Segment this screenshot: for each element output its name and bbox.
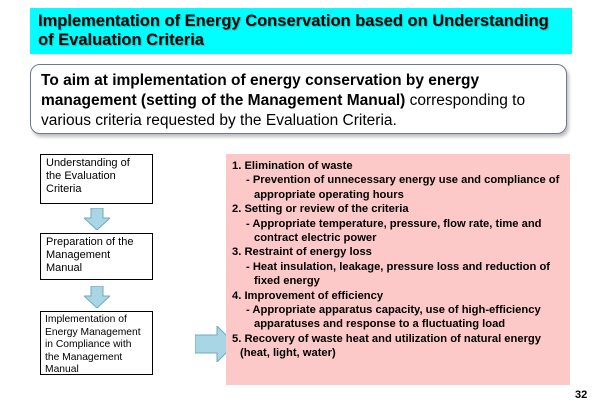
criteria-subitem: - Appropriate apparatus capacity, use of…	[246, 304, 541, 331]
aim-statement-bold: To aim at implementation of energy conse…	[41, 72, 480, 109]
criteria-list: 1. Elimination of waste - Prevention of …	[226, 154, 570, 385]
criteria-subitem: - Prevention of unnecessary energy use a…	[246, 174, 560, 201]
page-number: 32	[575, 389, 588, 401]
flow-step-understanding: Understanding of the Evaluation Criteria	[40, 154, 153, 204]
down-arrow-icon	[84, 208, 110, 230]
down-arrow-icon	[84, 286, 110, 308]
criteria-item: 4. Improvement of efficiency	[232, 289, 384, 302]
criteria-item: 3. Restraint of energy loss	[232, 246, 372, 259]
criteria-item: 1. Elimination of waste	[232, 160, 353, 172]
criteria-subitem: - Heat insulation, leakage, pressure los…	[246, 260, 551, 288]
aim-statement-normal: corresponding to various criteria reques…	[41, 92, 526, 129]
slide-title: Implementation of Energy Conservation ba…	[30, 8, 572, 54]
flow-step-preparation: Preparation of the Management Manual	[40, 233, 153, 280]
criteria-item: 2. Setting or review of the criteria	[232, 203, 409, 216]
flow-step-implementation: Implementation of Energy Management in C…	[40, 311, 153, 375]
criteria-subitem: - Appropriate temperature, pressure, flo…	[246, 217, 542, 245]
criteria-item: 5. Recovery of waste heat and utilizatio…	[232, 332, 541, 360]
aim-statement-box: To aim at implementation of energy conse…	[30, 64, 567, 134]
